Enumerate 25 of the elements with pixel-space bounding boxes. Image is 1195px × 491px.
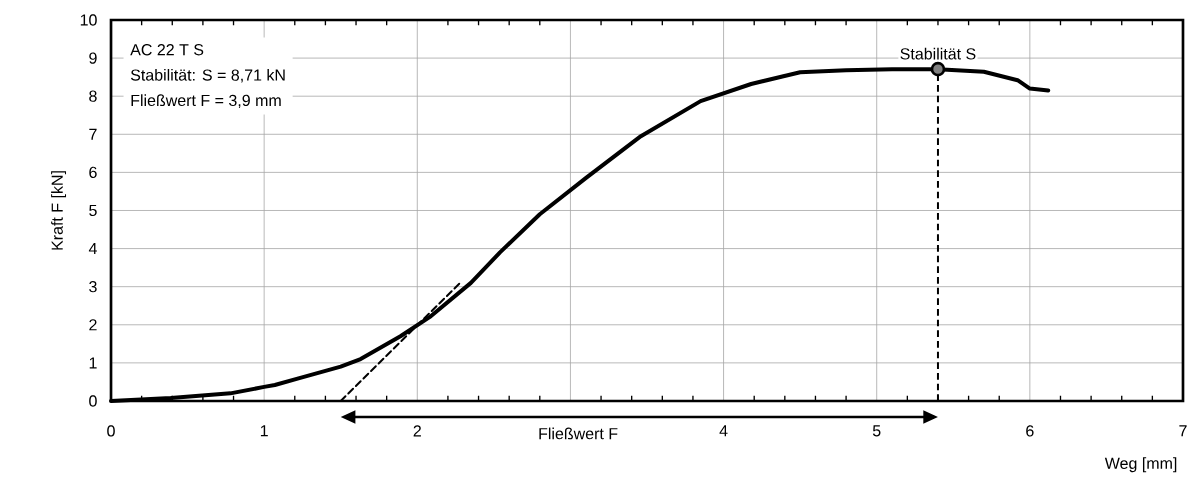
y-tick-label: 7 bbox=[89, 128, 97, 140]
x-axis-title: Weg [mm] bbox=[1104, 457, 1177, 473]
x-tick-label: 0 bbox=[107, 425, 115, 437]
y-tick-label: 6 bbox=[89, 166, 97, 179]
annotation: Stabilität S bbox=[900, 47, 976, 60]
y-tick-label: 10 bbox=[80, 14, 97, 26]
annotation: Stabilität: S = 8,71 kN bbox=[130, 68, 285, 83]
x-tick-label: 4 bbox=[719, 425, 728, 437]
text: Fließwert F bbox=[539, 427, 618, 440]
y-tick-label: 8 bbox=[89, 90, 97, 102]
y-tick-label: 9 bbox=[89, 52, 97, 64]
y-tick-label: 1 bbox=[89, 357, 97, 369]
y-axis-title: Kraft F [kN] bbox=[51, 171, 67, 250]
x-tick-label: 5 bbox=[872, 425, 881, 437]
y-tick-label: 3 bbox=[89, 281, 97, 293]
y-tick-label: 0 bbox=[89, 395, 97, 407]
annotation: AC 22 T S bbox=[130, 44, 204, 56]
annotation: Fließwert F = 3,9 mm bbox=[131, 94, 281, 108]
x-tick-label: 1 bbox=[260, 425, 268, 437]
x-tick-label: 2 bbox=[413, 425, 421, 437]
x-tick-label: 7 bbox=[1179, 425, 1187, 437]
y-tick-label: 5 bbox=[89, 204, 97, 217]
y-tick-label: 4 bbox=[88, 243, 97, 255]
y-tick-label: 2 bbox=[89, 319, 97, 331]
x-tick-label: 6 bbox=[1026, 425, 1034, 437]
